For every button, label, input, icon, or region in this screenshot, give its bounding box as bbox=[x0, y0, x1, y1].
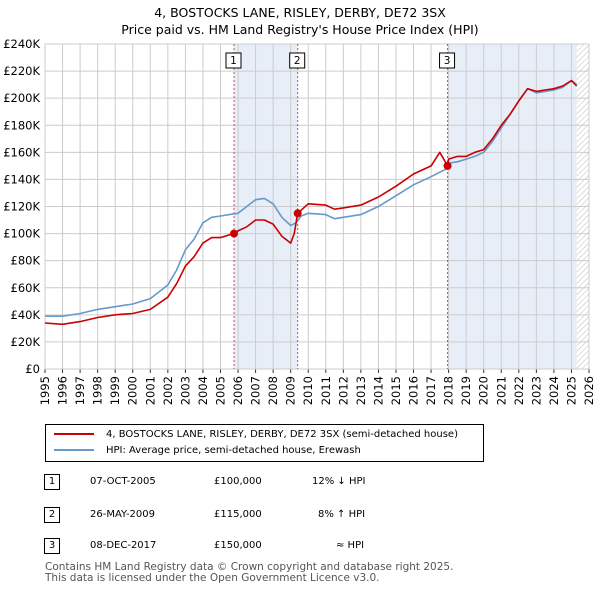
sale-hpi-delta: 8% ↑ HPI bbox=[318, 509, 366, 520]
x-tick-label: 2000 bbox=[126, 376, 140, 405]
x-tick-label: 2009 bbox=[284, 376, 298, 405]
sale-date: 26-MAY-2009 bbox=[90, 509, 156, 520]
x-tick-label: 2006 bbox=[231, 376, 245, 405]
sale-hpi-delta: ≈ HPI bbox=[336, 540, 365, 551]
y-tick-label: £120K bbox=[3, 200, 40, 214]
sale-marker-label: 3 bbox=[444, 55, 451, 67]
y-tick-label: £0 bbox=[25, 362, 40, 376]
x-tick-label: 1998 bbox=[91, 376, 105, 405]
sale-point bbox=[443, 161, 452, 170]
sale-marker-box bbox=[289, 52, 306, 69]
x-tick-label: 2002 bbox=[161, 376, 175, 405]
legend-label-hpi: HPI: Average price, semi-detached house,… bbox=[106, 445, 361, 456]
x-tick-label: 2017 bbox=[424, 376, 438, 405]
x-tick-label: 2018 bbox=[442, 376, 456, 405]
x-tick-label: 2014 bbox=[371, 376, 385, 405]
x-tick-label: 2011 bbox=[319, 376, 333, 405]
y-tick-label: £220K bbox=[3, 64, 40, 78]
chart-title-line2: Price paid vs. HM Land Registry's House … bbox=[121, 22, 479, 37]
sale-marker-box bbox=[439, 52, 456, 69]
sale-point bbox=[293, 209, 302, 218]
y-tick-label: £200K bbox=[3, 91, 40, 105]
y-tick-label: £100K bbox=[3, 227, 40, 241]
legend-swatch-property bbox=[54, 433, 94, 435]
y-tick-label: £180K bbox=[3, 118, 40, 132]
sale-price: £100,000 bbox=[214, 476, 262, 487]
price-chart: £0 £20K £40K £60K £80K £100K £120K £140K £160K £1… bbox=[3, 37, 596, 405]
x-tick-label: 2008 bbox=[266, 376, 280, 405]
legend-item-property: 4, BOSTOCKS LANE, RISLEY, DERBY, DE72 3S… bbox=[54, 427, 458, 443]
x-tick-label: 2025 bbox=[564, 376, 578, 405]
sale-number-badge: 1 bbox=[44, 474, 60, 490]
sale-marker-label: 1 bbox=[230, 55, 237, 67]
x-tick-label: 2001 bbox=[143, 376, 157, 405]
x-tick-label: 2021 bbox=[494, 376, 508, 405]
x-tick-label: 2016 bbox=[407, 376, 421, 405]
x-tick-label: 2005 bbox=[213, 376, 227, 405]
sale-price: £150,000 bbox=[214, 540, 262, 551]
plot-frame bbox=[44, 43, 590, 370]
y-tick-label: £160K bbox=[3, 145, 40, 159]
x-tick-label: 2019 bbox=[459, 376, 473, 405]
x-tick-label: 2015 bbox=[389, 376, 403, 405]
y-tick-label: £60K bbox=[11, 281, 41, 295]
y-tick-label: £80K bbox=[11, 254, 41, 268]
sale-number-badge: 3 bbox=[44, 538, 60, 554]
x-tick-label: 1999 bbox=[108, 376, 122, 405]
sale-marker-box bbox=[225, 52, 242, 69]
legend-item-hpi: HPI: Average price, semi-detached house,… bbox=[54, 443, 361, 459]
sale-point bbox=[229, 229, 238, 238]
x-tick-label: 1995 bbox=[38, 376, 52, 405]
sale-price: £115,000 bbox=[214, 509, 262, 520]
x-tick-label: 2007 bbox=[249, 376, 263, 405]
footer-licence: This data is licensed under the Open Gov… bbox=[45, 572, 380, 584]
chart-title-line1: 4, BOSTOCKS LANE, RISLEY, DERBY, DE72 3S… bbox=[154, 5, 446, 20]
x-tick-label: 2023 bbox=[529, 376, 543, 405]
sale-marker-label: 2 bbox=[294, 55, 301, 67]
x-tick-label: 2003 bbox=[178, 376, 192, 405]
x-tick-label: 2013 bbox=[354, 376, 368, 405]
sale-date: 08-DEC-2017 bbox=[90, 540, 157, 551]
x-tick-label: 2020 bbox=[477, 376, 491, 405]
sale-date: 07-OCT-2005 bbox=[90, 476, 156, 487]
x-tick-label: 2026 bbox=[582, 376, 596, 405]
sale-number-badge: 2 bbox=[44, 507, 60, 523]
x-tick-label: 2010 bbox=[301, 376, 315, 405]
y-tick-label: £140K bbox=[3, 172, 40, 186]
sale-hpi-delta: 12% ↓ HPI bbox=[312, 476, 366, 487]
x-tick-label: 2004 bbox=[196, 376, 210, 405]
legend-label-property: 4, BOSTOCKS LANE, RISLEY, DERBY, DE72 3S… bbox=[106, 429, 458, 440]
y-tick-label: £240K bbox=[3, 37, 40, 51]
x-tick-label: 2024 bbox=[547, 376, 561, 405]
x-tick-label: 2012 bbox=[336, 376, 350, 405]
y-tick-label: £20K bbox=[11, 335, 41, 349]
legend-swatch-hpi bbox=[54, 449, 94, 451]
footer-copyright: Contains HM Land Registry data © Crown c… bbox=[45, 561, 454, 573]
x-tick-label: 1996 bbox=[56, 376, 70, 405]
x-tick-label: 2022 bbox=[512, 376, 526, 405]
y-tick-label: £40K bbox=[11, 308, 41, 322]
property-price-line bbox=[44, 79, 578, 326]
legend: 4, BOSTOCKS LANE, RISLEY, DERBY, DE72 3S… bbox=[45, 424, 484, 462]
x-tick-label: 1997 bbox=[73, 376, 87, 405]
